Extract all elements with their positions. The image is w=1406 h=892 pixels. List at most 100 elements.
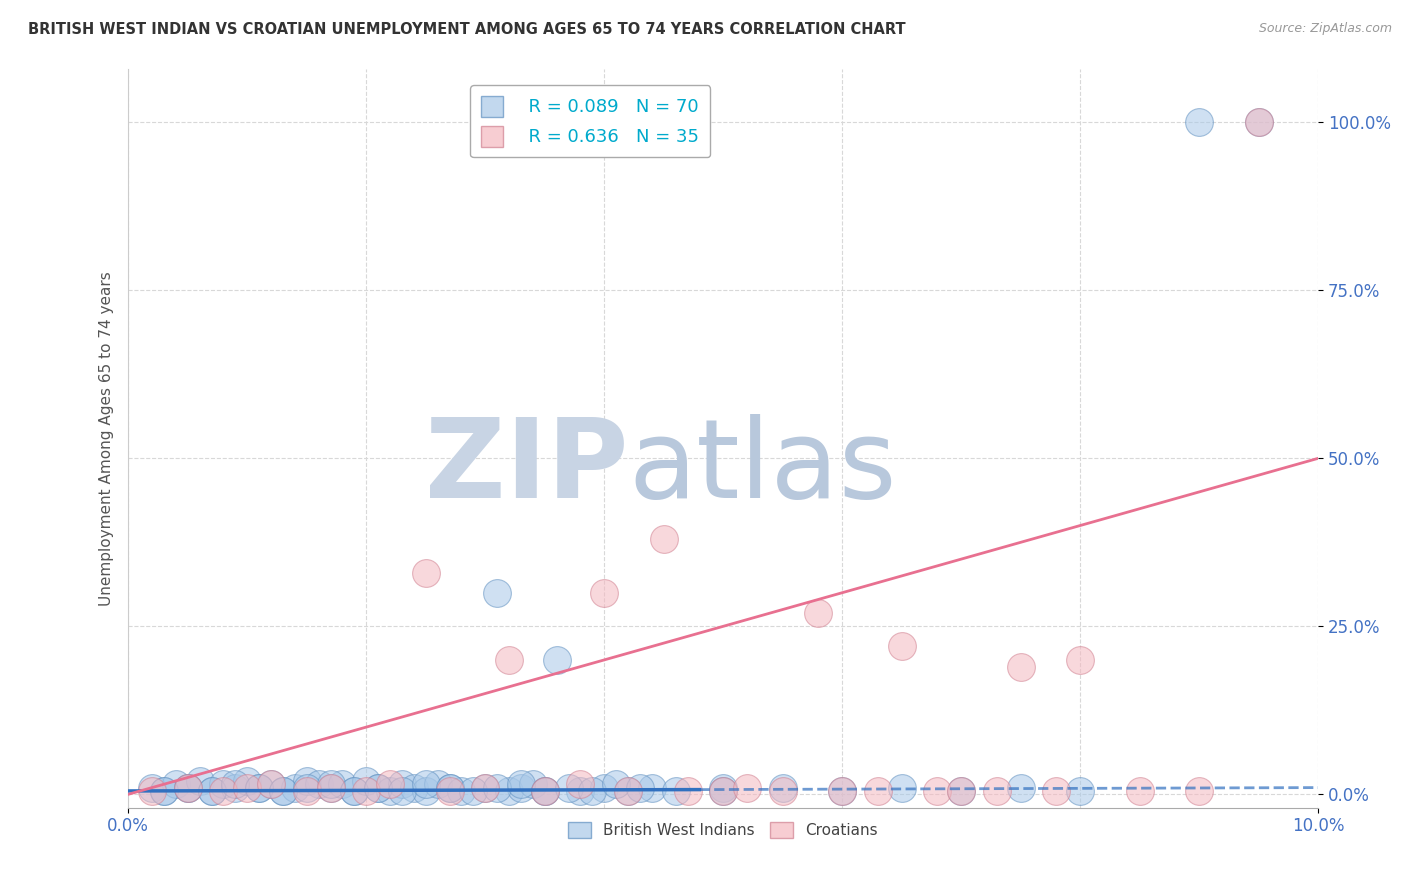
Point bbox=[866, 784, 889, 798]
Point bbox=[593, 585, 616, 599]
Y-axis label: Unemployment Among Ages 65 to 74 years: Unemployment Among Ages 65 to 74 years bbox=[100, 271, 114, 606]
Point bbox=[153, 784, 176, 798]
Point bbox=[319, 780, 342, 795]
Point bbox=[533, 784, 555, 798]
Point bbox=[927, 784, 949, 798]
Point bbox=[439, 784, 461, 798]
Point bbox=[628, 780, 651, 795]
Point bbox=[308, 777, 330, 791]
Point bbox=[1010, 780, 1032, 795]
Point bbox=[641, 780, 664, 795]
Point bbox=[533, 784, 555, 798]
Point bbox=[1188, 784, 1211, 798]
Point bbox=[617, 784, 640, 798]
Point bbox=[391, 784, 413, 798]
Point bbox=[546, 653, 568, 667]
Point bbox=[522, 777, 544, 791]
Point bbox=[772, 780, 794, 795]
Point bbox=[141, 780, 163, 795]
Point bbox=[153, 784, 176, 798]
Point bbox=[463, 784, 485, 798]
Point bbox=[439, 780, 461, 795]
Point bbox=[617, 784, 640, 798]
Point bbox=[236, 773, 259, 788]
Text: Source: ZipAtlas.com: Source: ZipAtlas.com bbox=[1258, 22, 1392, 36]
Point bbox=[486, 780, 509, 795]
Point bbox=[247, 780, 270, 795]
Point bbox=[271, 784, 294, 798]
Point bbox=[332, 777, 354, 791]
Point bbox=[343, 784, 366, 798]
Point bbox=[581, 784, 603, 798]
Point bbox=[224, 780, 246, 795]
Text: BRITISH WEST INDIAN VS CROATIAN UNEMPLOYMENT AMONG AGES 65 TO 74 YEARS CORRELATI: BRITISH WEST INDIAN VS CROATIAN UNEMPLOY… bbox=[28, 22, 905, 37]
Point bbox=[247, 780, 270, 795]
Point bbox=[510, 777, 533, 791]
Point bbox=[510, 780, 533, 795]
Point bbox=[295, 784, 318, 798]
Point bbox=[200, 784, 222, 798]
Point bbox=[772, 784, 794, 798]
Point bbox=[711, 784, 734, 798]
Point bbox=[415, 566, 437, 580]
Point bbox=[260, 777, 283, 791]
Point bbox=[986, 784, 1008, 798]
Point bbox=[343, 784, 366, 798]
Point bbox=[450, 784, 472, 798]
Point bbox=[950, 784, 973, 798]
Point bbox=[212, 784, 235, 798]
Point bbox=[212, 777, 235, 791]
Point bbox=[1129, 784, 1152, 798]
Point bbox=[295, 780, 318, 795]
Point bbox=[354, 784, 377, 798]
Point bbox=[831, 784, 853, 798]
Point bbox=[533, 784, 555, 798]
Point bbox=[498, 784, 520, 798]
Point bbox=[498, 653, 520, 667]
Point bbox=[486, 585, 509, 599]
Point bbox=[890, 640, 912, 654]
Point bbox=[711, 784, 734, 798]
Text: ZIP: ZIP bbox=[425, 414, 628, 521]
Point bbox=[569, 784, 592, 798]
Point bbox=[224, 777, 246, 791]
Point bbox=[950, 784, 973, 798]
Point bbox=[1247, 115, 1270, 129]
Point bbox=[1069, 784, 1091, 798]
Point bbox=[188, 773, 211, 788]
Point bbox=[1247, 115, 1270, 129]
Point bbox=[177, 780, 200, 795]
Point bbox=[354, 773, 377, 788]
Point bbox=[284, 780, 307, 795]
Point bbox=[557, 780, 579, 795]
Point bbox=[426, 777, 449, 791]
Point bbox=[319, 777, 342, 791]
Point bbox=[439, 780, 461, 795]
Point bbox=[378, 777, 401, 791]
Point bbox=[593, 780, 616, 795]
Point bbox=[569, 777, 592, 791]
Point bbox=[831, 784, 853, 798]
Text: atlas: atlas bbox=[628, 414, 897, 521]
Point bbox=[807, 606, 830, 620]
Point bbox=[711, 780, 734, 795]
Point bbox=[1010, 659, 1032, 673]
Point bbox=[367, 780, 389, 795]
Point bbox=[378, 784, 401, 798]
Legend: British West Indians, Croatians: British West Indians, Croatians bbox=[562, 816, 884, 845]
Point bbox=[665, 784, 688, 798]
Point bbox=[165, 777, 187, 791]
Point bbox=[402, 780, 425, 795]
Point bbox=[1188, 115, 1211, 129]
Point bbox=[676, 784, 699, 798]
Point bbox=[200, 784, 222, 798]
Point bbox=[605, 777, 627, 791]
Point bbox=[391, 777, 413, 791]
Point bbox=[260, 777, 283, 791]
Point bbox=[236, 780, 259, 795]
Point bbox=[177, 780, 200, 795]
Point bbox=[652, 532, 675, 546]
Point bbox=[141, 784, 163, 798]
Point bbox=[1045, 784, 1067, 798]
Point bbox=[415, 784, 437, 798]
